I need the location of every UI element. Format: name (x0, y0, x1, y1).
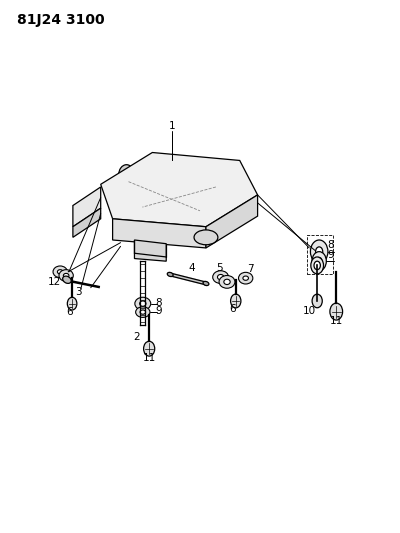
Ellipse shape (59, 270, 73, 281)
Circle shape (310, 240, 328, 263)
Text: 8: 8 (327, 240, 334, 251)
Circle shape (78, 214, 82, 220)
Polygon shape (101, 152, 258, 227)
Circle shape (311, 257, 324, 274)
Ellipse shape (167, 272, 173, 277)
Text: 3: 3 (76, 287, 82, 297)
Circle shape (118, 165, 134, 186)
Text: 81J24 3100: 81J24 3100 (17, 13, 105, 27)
Circle shape (202, 232, 210, 242)
Circle shape (67, 297, 77, 310)
Circle shape (123, 171, 130, 180)
Circle shape (314, 261, 320, 270)
Ellipse shape (213, 271, 229, 284)
Circle shape (312, 252, 326, 271)
Circle shape (210, 171, 226, 192)
Ellipse shape (140, 301, 146, 306)
Circle shape (144, 341, 155, 356)
Text: 7: 7 (248, 264, 254, 273)
Polygon shape (134, 240, 166, 261)
Ellipse shape (63, 276, 71, 284)
Circle shape (194, 199, 210, 220)
Text: 12: 12 (48, 277, 61, 287)
Circle shape (316, 247, 323, 256)
Ellipse shape (140, 310, 146, 314)
Polygon shape (73, 208, 101, 237)
Circle shape (230, 294, 241, 308)
Circle shape (312, 294, 322, 308)
Circle shape (316, 257, 322, 265)
Text: 9: 9 (155, 306, 162, 316)
Text: 2: 2 (133, 332, 140, 342)
Ellipse shape (219, 276, 235, 288)
Ellipse shape (57, 270, 63, 274)
Circle shape (198, 205, 206, 215)
Polygon shape (170, 273, 206, 285)
Text: 9: 9 (328, 250, 334, 260)
Text: 10: 10 (303, 305, 316, 316)
Text: 11: 11 (330, 316, 343, 326)
Text: 11: 11 (142, 353, 156, 363)
Polygon shape (73, 187, 101, 227)
Ellipse shape (135, 297, 151, 310)
Ellipse shape (63, 273, 69, 278)
Text: 6: 6 (229, 304, 236, 314)
Polygon shape (113, 219, 206, 248)
Circle shape (74, 209, 86, 224)
Text: 4: 4 (188, 263, 194, 273)
Ellipse shape (136, 307, 150, 317)
Ellipse shape (194, 230, 218, 245)
Ellipse shape (224, 279, 230, 285)
Ellipse shape (53, 266, 67, 278)
Text: 6: 6 (66, 306, 73, 317)
Ellipse shape (203, 281, 209, 286)
Text: 1: 1 (169, 121, 176, 131)
Ellipse shape (243, 276, 248, 280)
Ellipse shape (218, 274, 224, 280)
Circle shape (141, 201, 148, 211)
Text: 5: 5 (216, 263, 223, 272)
Text: 8: 8 (155, 297, 162, 308)
Polygon shape (206, 195, 258, 248)
Circle shape (214, 177, 222, 187)
Ellipse shape (238, 272, 253, 284)
Circle shape (136, 195, 152, 216)
Circle shape (330, 303, 343, 320)
